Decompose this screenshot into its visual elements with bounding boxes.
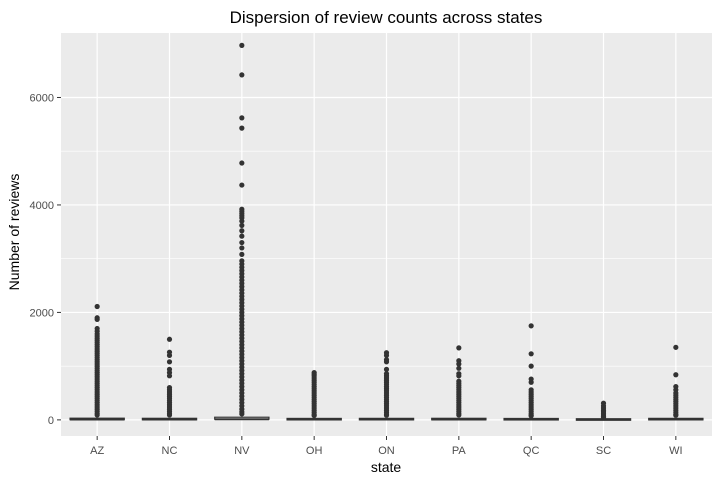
outlier-point (166, 352, 173, 358)
outlier-point (456, 361, 462, 367)
outliers-layer (94, 42, 679, 421)
outlier-point (239, 182, 245, 188)
outlier-point (673, 412, 679, 418)
outlier-point (456, 365, 462, 371)
outlier-point (456, 373, 462, 379)
outlier-point (94, 316, 100, 322)
y-tick-label: 4000 (30, 200, 54, 212)
outlier-point (239, 251, 245, 257)
chart-title: Dispersion of review counts across state… (230, 8, 543, 27)
y-axis-title: Number of reviews (6, 174, 22, 291)
outlier-point (239, 72, 245, 78)
x-tick-label: NC (162, 445, 178, 457)
outlier-point (239, 228, 245, 234)
outlier-point (383, 366, 390, 372)
outlier-point (94, 303, 100, 310)
outlier-point (528, 379, 534, 385)
outlier-point (166, 373, 173, 379)
outlier-point (239, 218, 245, 224)
outlier-point (383, 412, 390, 418)
outlier-point (600, 415, 607, 421)
outlier-point (239, 233, 245, 239)
outlier-point (94, 412, 100, 418)
outlier-point (239, 42, 245, 48)
outlier-point (673, 344, 679, 350)
x-tick-label: AZ (90, 445, 104, 457)
x-tick-label: WI (669, 445, 682, 457)
outlier-point (166, 336, 173, 342)
outlier-point (166, 359, 173, 365)
x-tick-label: OH (306, 445, 323, 457)
x-tick-label: QC (523, 445, 540, 457)
x-tick-label: PA (452, 445, 467, 457)
y-tick-label: 0 (48, 415, 54, 427)
outlier-point (673, 372, 679, 378)
outlier-point (239, 115, 245, 121)
y-tick-label: 6000 (30, 92, 54, 104)
outlier-point (239, 411, 245, 417)
x-tick-label: SC (596, 445, 611, 457)
outlier-point (239, 160, 245, 166)
outlier-point (239, 222, 245, 228)
outlier-point (166, 412, 173, 418)
outlier-point (239, 125, 245, 131)
outlier-point (528, 351, 534, 357)
outlier-point (528, 413, 534, 419)
outlier-point (456, 412, 462, 418)
x-tick-label: NV (234, 445, 250, 457)
outlier-point (239, 245, 245, 251)
outlier-point (528, 323, 534, 329)
outlier-point (311, 412, 317, 419)
axes-layer: 0 2000 4000 6000 AZ NC NV OH ON PA QC SC WI (30, 92, 683, 457)
x-axis-title: state (371, 459, 402, 475)
outlier-point (528, 363, 534, 369)
outlier-point (383, 352, 390, 358)
outlier-point (383, 359, 390, 365)
x-tick-label: ON (378, 445, 395, 457)
outlier-point (239, 239, 245, 246)
y-tick-label: 2000 (30, 307, 54, 319)
outlier-point (456, 345, 462, 351)
